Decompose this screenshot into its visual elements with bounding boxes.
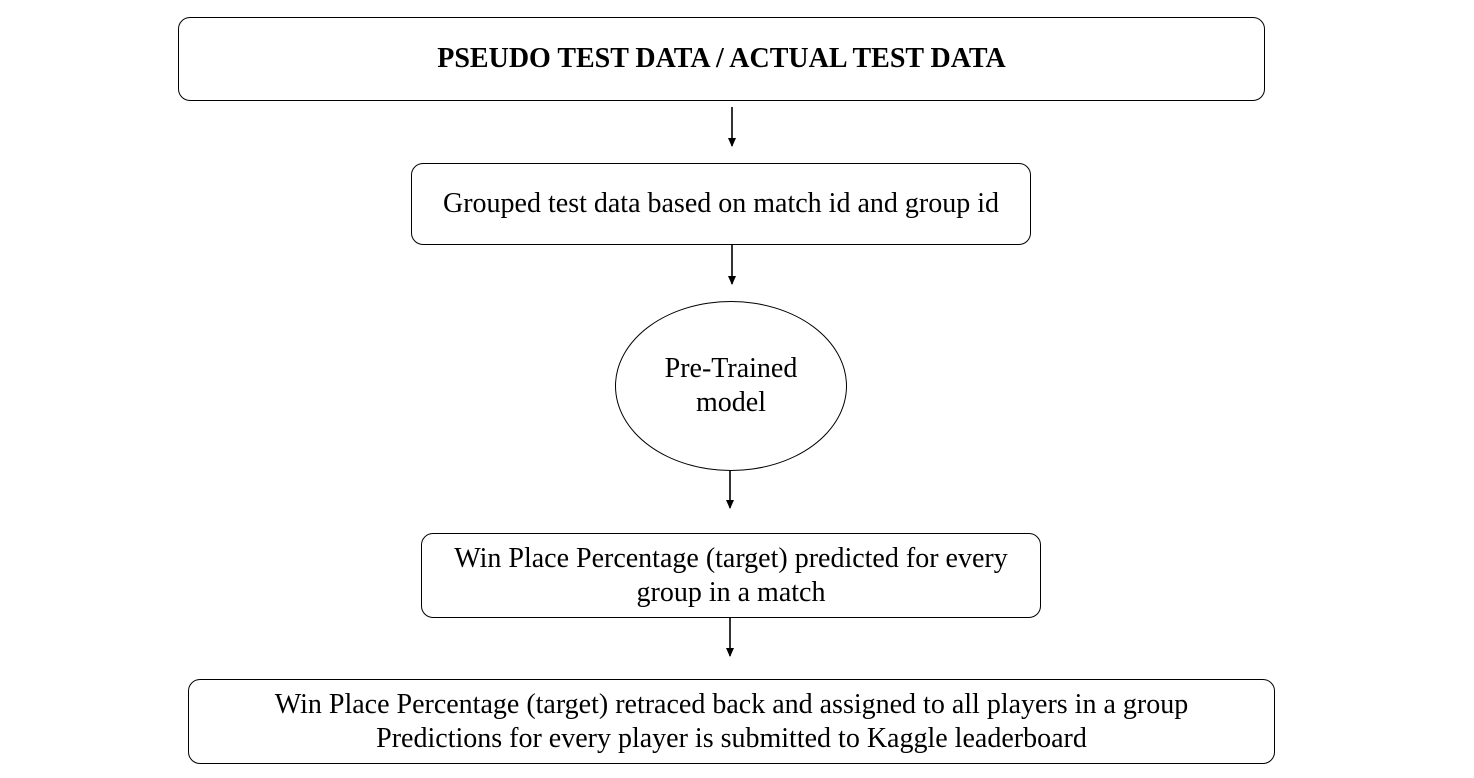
- prediction-label-line-2: group in a match: [636, 576, 826, 608]
- prediction-box: Win Place Percentage (target) predicted …: [421, 533, 1041, 618]
- retrace-label-line-2: Predictions for every player is submitte…: [376, 722, 1087, 754]
- retrace-label-line-1: Win Place Percentage (target) retraced b…: [274, 688, 1189, 720]
- prediction-label-line-1: Win Place Percentage (target) predicted …: [454, 542, 1008, 574]
- model-label-line-2: model: [696, 387, 766, 418]
- pretrained-model-node: Pre-Trained model: [615, 301, 847, 471]
- grouped-data-box: Grouped test data based on match id and …: [411, 163, 1031, 245]
- retrace-submit-box: Win Place Percentage (target) retraced b…: [188, 679, 1275, 764]
- test-data-label: PSEUDO TEST DATA / ACTUAL TEST DATA: [437, 43, 1006, 74]
- grouped-data-label: Grouped test data based on match id and …: [443, 188, 999, 219]
- test-data-box: PSEUDO TEST DATA / ACTUAL TEST DATA: [178, 17, 1265, 101]
- model-label-line-1: Pre-Trained: [664, 353, 798, 384]
